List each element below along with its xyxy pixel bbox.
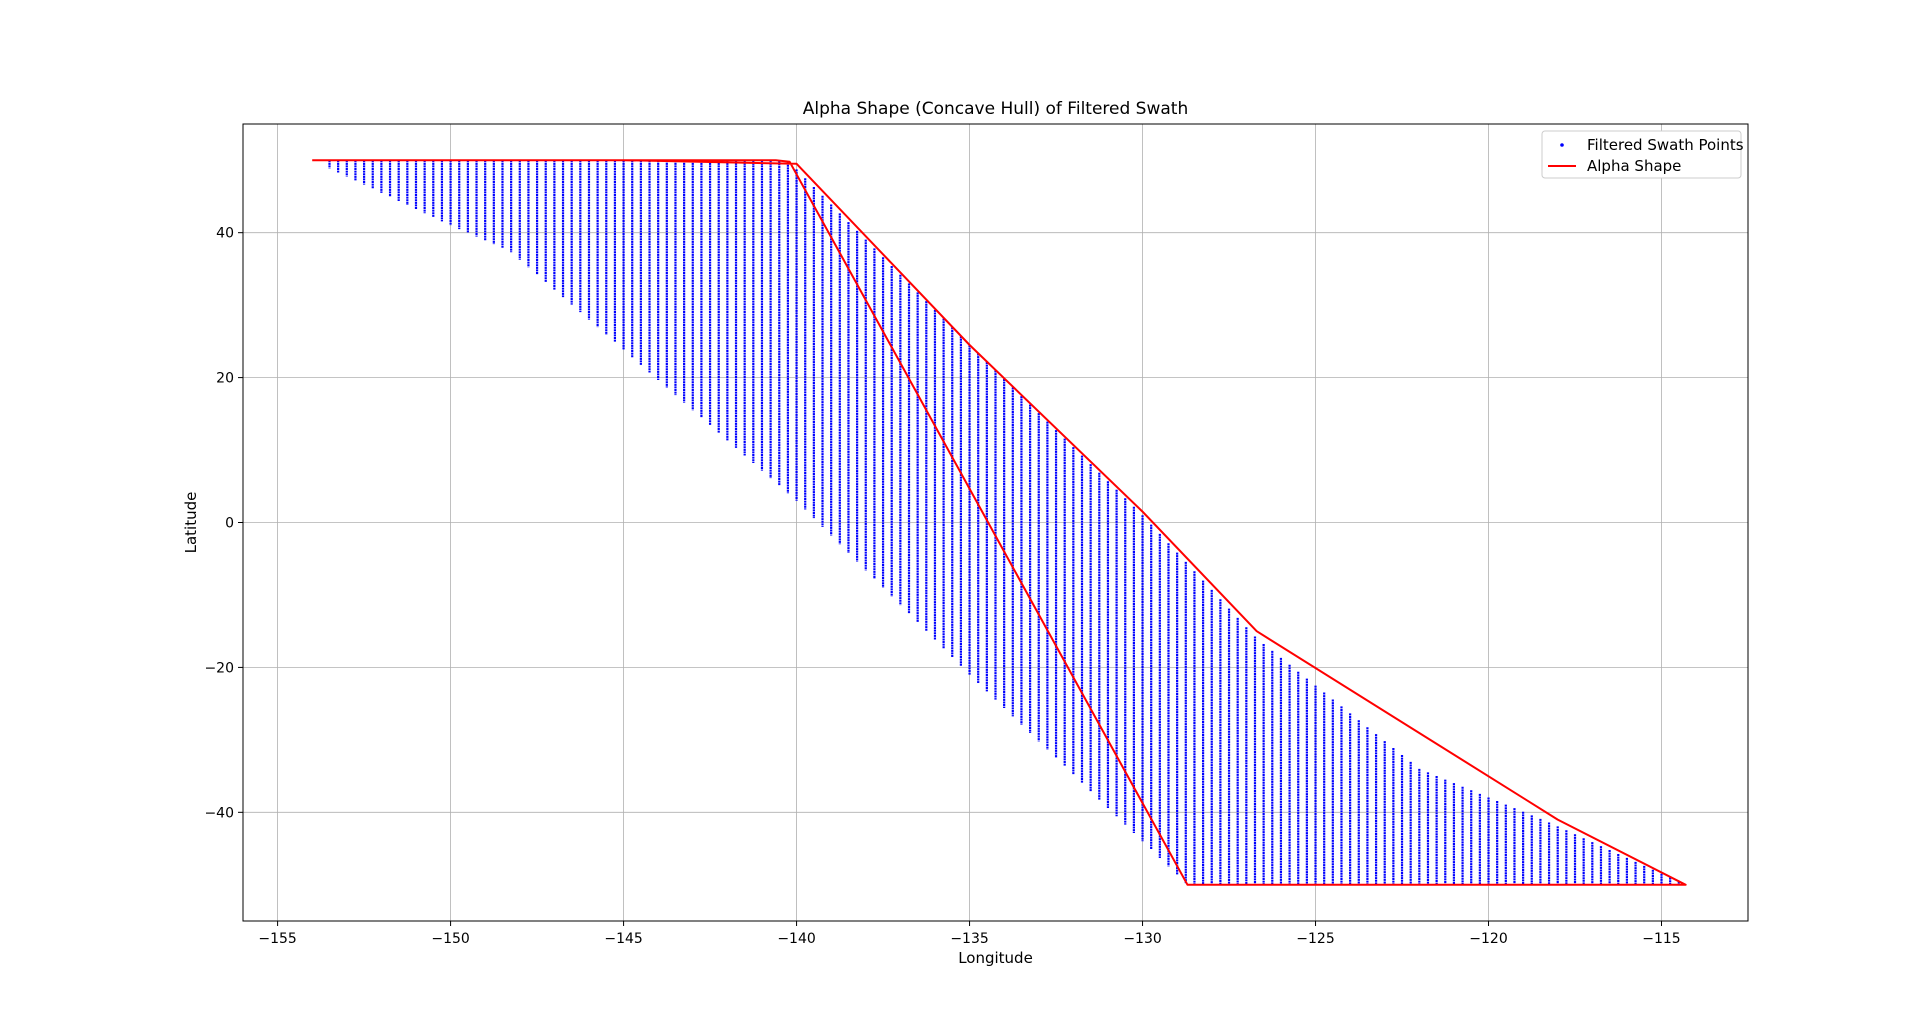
y-tick-label: 40 bbox=[216, 226, 234, 242]
legend-marker-points bbox=[1560, 143, 1564, 147]
alpha-shape-line bbox=[312, 159, 1687, 886]
hull-layer bbox=[312, 159, 1687, 886]
y-tick-label: 0 bbox=[225, 516, 234, 532]
x-tick-label: −135 bbox=[950, 931, 988, 947]
x-tick-label: −150 bbox=[431, 931, 469, 947]
y-tick-label: −40 bbox=[204, 805, 234, 821]
y-tick-label: 20 bbox=[216, 371, 234, 387]
x-tick-label: −145 bbox=[604, 931, 642, 947]
x-tick-label: −155 bbox=[258, 931, 296, 947]
chart-title: Alpha Shape (Concave Hull) of Filtered S… bbox=[803, 99, 1189, 119]
y-axis-label: Latitude bbox=[182, 492, 200, 554]
y-tick-label: −20 bbox=[204, 660, 234, 676]
x-tick-label: −130 bbox=[1123, 931, 1161, 947]
x-tick-label: −125 bbox=[1296, 931, 1334, 947]
legend-label-points: Filtered Swath Points bbox=[1587, 136, 1744, 154]
x-tick-label: −120 bbox=[1469, 931, 1507, 947]
legend-box bbox=[1541, 130, 1742, 179]
x-axis-label: Longitude bbox=[958, 949, 1033, 967]
legend-label-hull: Alpha Shape bbox=[1587, 157, 1681, 175]
ticks-layer: −155 −150 −145 −140 −135 −130 −125 −120 −115 −40 −… bbox=[204, 226, 1680, 947]
points-layer bbox=[328, 160, 1680, 885]
x-tick-label: −115 bbox=[1642, 931, 1680, 947]
legend: Filtered Swath Points Alpha Shape bbox=[1541, 130, 1744, 179]
x-tick-label: −140 bbox=[777, 931, 815, 947]
